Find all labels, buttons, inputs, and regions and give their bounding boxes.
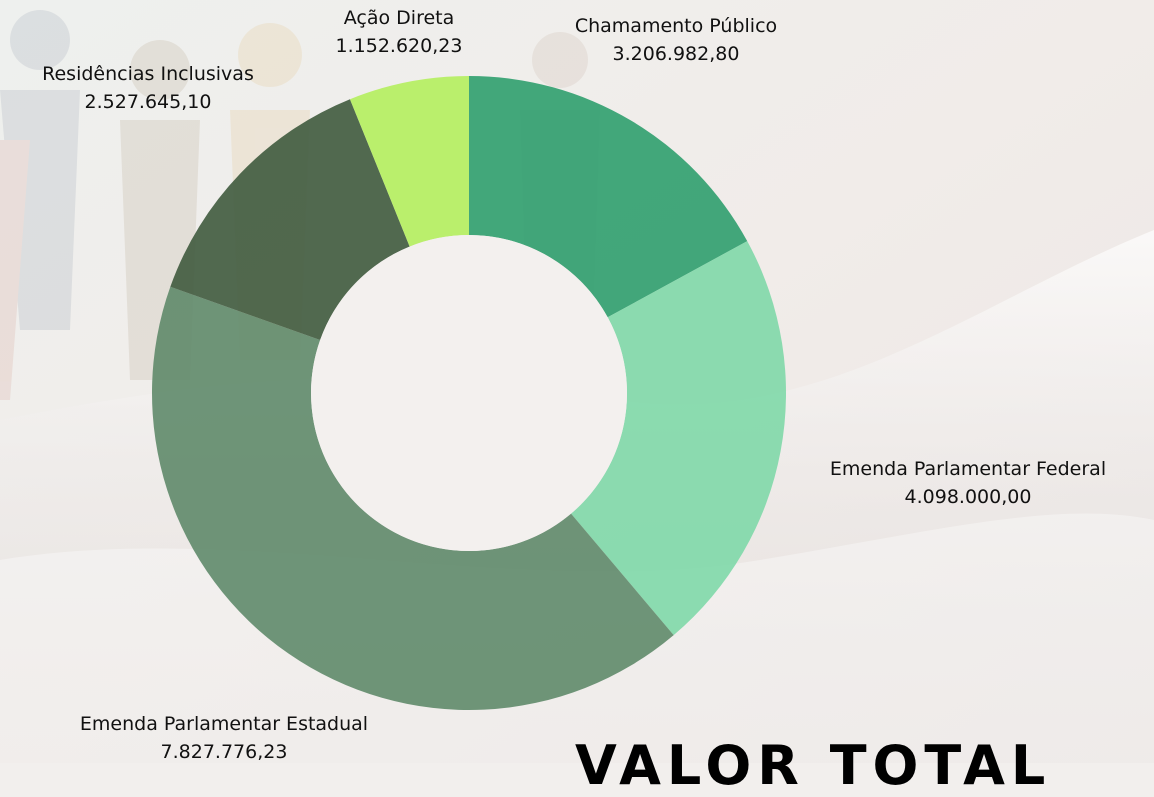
donut-slice-4 [170,99,410,341]
total-heading: VALOR TOTAL [575,734,1052,797]
donut-hole [311,235,627,551]
slice-label-value: 1.152.620,23 [335,35,463,57]
slice-label-5: Ação Direta 1.152.620,23 [336,4,463,60]
donut-slice-2 [571,241,786,636]
slice-label-name: Residências Inclusivas [42,63,254,85]
slice-label-name: Ação Direta [343,7,455,29]
slice-label-name: Emenda Parlamentar Estadual [79,713,369,735]
donut-slice-5 [349,76,469,247]
slice-label-3: Emenda Parlamentar Estadual 7.827.776,23 [80,710,368,766]
slice-label-4: Residências Inclusivas 2.527.645,10 [42,60,254,116]
slice-label-2: Emenda Parlamentar Federal 4.098.000,00 [830,455,1106,511]
donut-slice-3 [152,286,674,710]
donut-chart [152,76,786,710]
slice-label-1: Chamamento Público 3.206.982,80 [575,12,777,68]
slice-label-value: 4.098.000,00 [904,486,1032,508]
slice-label-value: 7.827.776,23 [160,741,288,763]
slice-label-value: 3.206.982,80 [612,43,740,65]
donut-slice-1 [469,76,748,318]
slice-label-name: Chamamento Público [574,15,778,37]
slice-label-value: 2.527.645,10 [84,91,212,113]
slice-label-name: Emenda Parlamentar Federal [829,458,1107,480]
